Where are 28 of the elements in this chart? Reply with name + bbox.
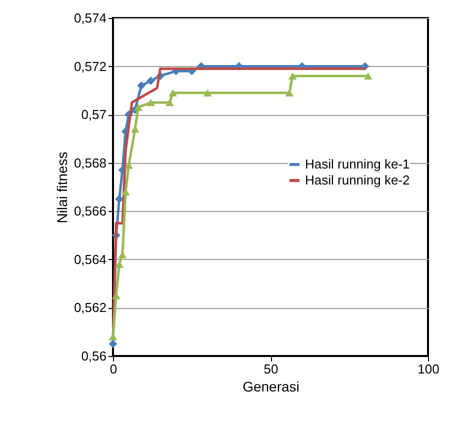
point: [166, 98, 174, 106]
y-tick-label: 0,568: [74, 155, 106, 170]
y-tick-label: 0,566: [74, 204, 106, 219]
point: [146, 76, 155, 85]
y-tick-label: 0,562: [74, 300, 106, 316]
x-tick-label: 100: [418, 362, 440, 376]
point: [364, 72, 372, 80]
y-tick-label: 0,572: [74, 58, 106, 74]
x-tick-label: 50: [264, 362, 278, 376]
y-tick-label: 0,57: [81, 107, 106, 122]
point: [115, 260, 124, 268]
legend-label: Hasil running ke-1: [305, 156, 410, 172]
point: [115, 194, 124, 204]
point: [203, 89, 212, 96]
legend-label: Hasil running ke-2: [305, 172, 410, 188]
point: [285, 89, 294, 96]
x-axis-title: Generasi: [242, 378, 300, 394]
y-tick-label: 0,56: [81, 348, 106, 364]
x-tick-label: 0: [110, 362, 118, 376]
point: [134, 104, 142, 111]
point: [108, 340, 118, 348]
point: [168, 89, 178, 96]
point: [137, 81, 146, 90]
y-axis-title: Nilai fitness: [54, 152, 70, 224]
point: [288, 72, 297, 80]
y-tick-label: 0,574: [74, 10, 106, 26]
y-tick-label: 0,564: [74, 252, 106, 267]
point: [146, 98, 155, 106]
